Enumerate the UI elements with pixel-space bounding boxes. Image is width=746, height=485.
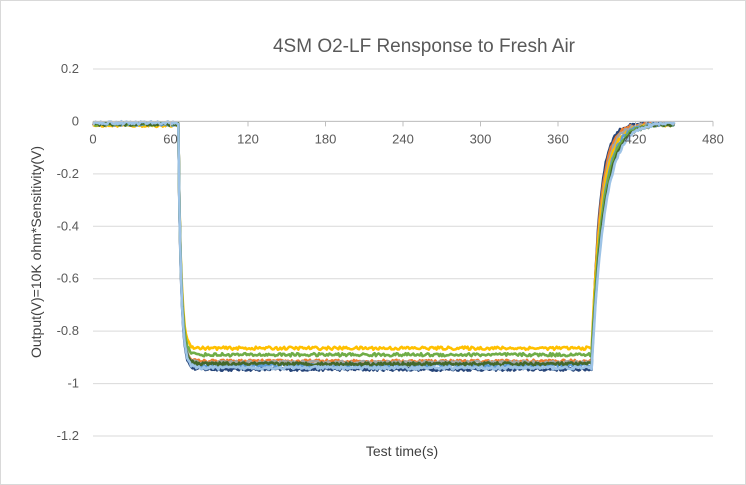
x-tick-label: 420 [625, 131, 647, 146]
series-line-8 [92, 120, 676, 371]
y-tick-label: -0.2 [57, 166, 79, 181]
x-tick-label: 480 [702, 131, 724, 146]
series-line-4 [92, 122, 675, 352]
series-line-7 [92, 121, 675, 367]
series-line-6 [92, 121, 675, 358]
x-axis-title: Test time(s) [366, 443, 438, 459]
x-tick-label: 60 [163, 131, 177, 146]
y-tick-label: 0.2 [61, 61, 79, 76]
y-axis-title: Output(V)=10K ohm*Sensitivity(V) [28, 146, 44, 358]
y-tick-label: -0.8 [57, 323, 79, 338]
y-tick-label: -1.2 [57, 428, 79, 443]
x-tick-label: 0 [89, 131, 96, 146]
y-tick-label: 0 [72, 113, 79, 128]
x-axis: 0 60 120 180 240 300 360 420 480 [89, 120, 724, 146]
x-tick-label: 240 [392, 131, 414, 146]
x-tick-label: 300 [470, 131, 492, 146]
y-tick-label: -0.6 [57, 271, 79, 286]
x-tick-label: 360 [547, 131, 569, 146]
x-tick-label: 120 [237, 131, 259, 146]
x-tick-label: 180 [315, 131, 337, 146]
y-tick-label: -1 [67, 376, 79, 391]
y-axis: 0.2 0 -0.2 -0.4 -0.6 -0.8 -1 -1.2 [57, 61, 79, 443]
series-group [91, 120, 676, 373]
chart-title: 4SM O2-LF Rensponse to Fresh Air [273, 36, 576, 57]
y-tick-label: -0.4 [57, 218, 79, 233]
